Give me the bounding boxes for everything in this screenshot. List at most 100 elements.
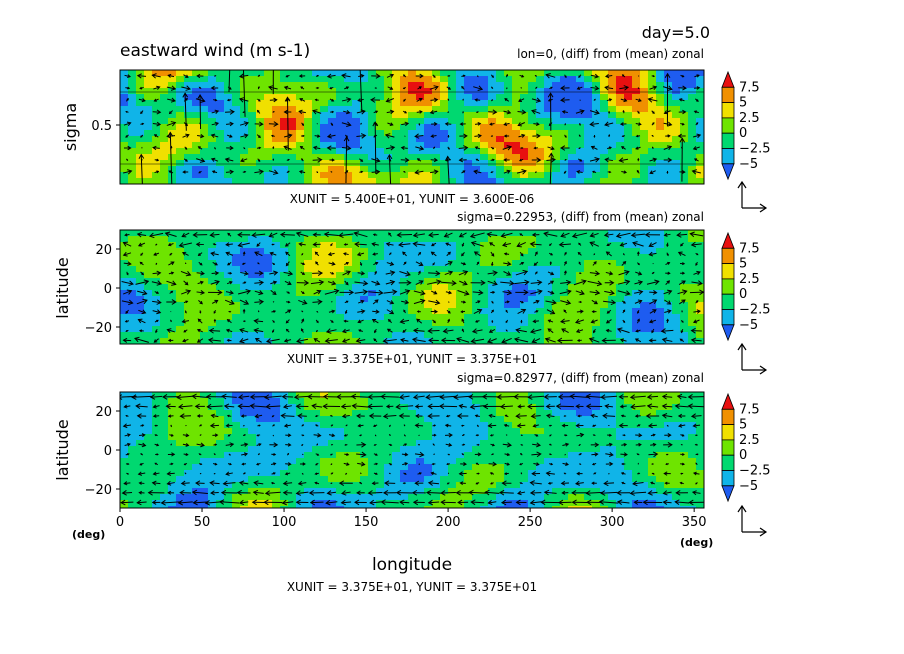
field-cell bbox=[136, 160, 145, 167]
field-cell bbox=[248, 302, 257, 309]
field-cell bbox=[520, 70, 529, 77]
field-cell bbox=[224, 112, 233, 119]
field-cell bbox=[672, 278, 681, 285]
field-cell bbox=[640, 266, 649, 273]
field-cell bbox=[392, 142, 401, 149]
field-cell bbox=[448, 178, 457, 184]
wind-vector bbox=[373, 261, 379, 266]
field-cell bbox=[312, 434, 321, 441]
field-cell bbox=[336, 100, 345, 107]
field-cell bbox=[600, 248, 609, 255]
field-cell bbox=[184, 440, 193, 447]
wind-vector bbox=[691, 280, 703, 286]
wind-vector bbox=[181, 319, 190, 324]
field-cell bbox=[608, 70, 617, 77]
field-cell bbox=[336, 278, 345, 285]
field-cell bbox=[496, 308, 505, 315]
field-cell bbox=[288, 464, 297, 471]
field-cell bbox=[544, 260, 553, 267]
wind-vector bbox=[621, 170, 628, 174]
field-cell bbox=[464, 308, 473, 315]
field-cell bbox=[360, 248, 369, 255]
wind-vector bbox=[458, 157, 467, 163]
field-cell bbox=[224, 290, 233, 297]
field-cell bbox=[256, 458, 265, 465]
field-cell bbox=[256, 242, 265, 249]
field-cell bbox=[192, 142, 201, 149]
field-cell bbox=[576, 166, 585, 173]
wind-vector bbox=[183, 74, 189, 78]
field-cell bbox=[520, 154, 529, 161]
field-cell bbox=[624, 458, 633, 465]
field-cell bbox=[568, 100, 577, 107]
wind-vector bbox=[298, 109, 306, 115]
field-cell bbox=[680, 148, 689, 155]
field-cell bbox=[392, 398, 401, 405]
field-cell bbox=[360, 266, 369, 273]
field-cell bbox=[304, 458, 313, 465]
field-cell bbox=[272, 160, 281, 167]
field-cell bbox=[368, 160, 377, 167]
wind-vector bbox=[360, 122, 362, 125]
wind-vector bbox=[622, 253, 625, 256]
field-cell bbox=[600, 82, 609, 89]
field-cell bbox=[384, 290, 393, 297]
field-cell bbox=[616, 410, 625, 417]
field-cell bbox=[216, 422, 225, 429]
field-cell bbox=[336, 284, 345, 291]
field-cell bbox=[360, 118, 369, 125]
field-cell bbox=[136, 148, 145, 155]
field-cell bbox=[448, 422, 457, 429]
field-cell bbox=[136, 482, 145, 489]
field-cell bbox=[680, 160, 689, 167]
field-cell bbox=[408, 166, 417, 173]
wind-vector bbox=[693, 110, 699, 114]
field-cell bbox=[216, 88, 225, 95]
wind-vector bbox=[372, 299, 379, 305]
field-cell bbox=[224, 428, 233, 435]
field-cell bbox=[680, 88, 689, 95]
field-cell bbox=[608, 148, 617, 155]
field-cell bbox=[624, 118, 633, 125]
field-cell bbox=[504, 154, 513, 161]
wind-vector bbox=[634, 289, 644, 295]
field-cell bbox=[688, 476, 697, 483]
field-cell bbox=[472, 488, 481, 495]
field-cell bbox=[448, 160, 457, 167]
field-cell bbox=[288, 106, 297, 113]
wind-vector bbox=[210, 251, 219, 257]
field-cell bbox=[472, 416, 481, 423]
field-cell bbox=[160, 142, 169, 149]
wind-vector bbox=[649, 290, 658, 295]
field-cell bbox=[456, 398, 465, 405]
wind-vector bbox=[153, 85, 161, 90]
wind-vector bbox=[692, 146, 700, 151]
field-cell bbox=[288, 76, 297, 83]
field-cell bbox=[640, 178, 649, 184]
field-cell bbox=[208, 290, 217, 297]
wind-vector bbox=[475, 319, 480, 323]
field-cell bbox=[592, 296, 601, 303]
field-cell bbox=[560, 76, 569, 83]
field-cell bbox=[136, 464, 145, 471]
field-cell bbox=[688, 404, 697, 411]
field-cell bbox=[576, 124, 585, 131]
field-cell bbox=[288, 166, 297, 173]
field-cell bbox=[160, 248, 169, 255]
field-cell bbox=[128, 404, 137, 411]
field-cell bbox=[144, 410, 153, 417]
field-cell bbox=[648, 70, 657, 77]
field-cell bbox=[664, 302, 673, 309]
field-cell bbox=[536, 464, 545, 471]
wind-vector bbox=[326, 73, 336, 79]
field-cell bbox=[496, 410, 505, 417]
wind-vector bbox=[606, 242, 612, 247]
field-cell bbox=[344, 464, 353, 471]
field-cell bbox=[440, 314, 449, 321]
field-cell bbox=[448, 308, 457, 315]
field-cell bbox=[696, 76, 704, 83]
field-cell bbox=[296, 398, 305, 405]
field-cell bbox=[584, 136, 593, 143]
field-cell bbox=[584, 326, 593, 333]
field-cell bbox=[640, 338, 649, 344]
